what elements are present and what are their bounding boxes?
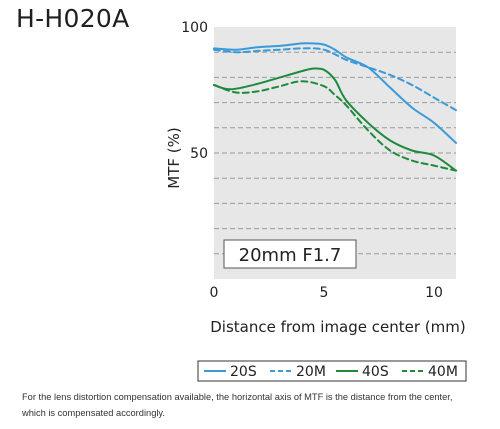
x-tick-labels: 0 5 10 [210, 285, 443, 301]
grid-lines [214, 51, 456, 255]
x-tick-label: 0 [210, 285, 219, 301]
legend: 20S 20M 40S 40M [204, 364, 458, 380]
series-line-20M [213, 47, 457, 112]
legend-label-40S: 40S [362, 364, 389, 380]
legend-box [197, 360, 467, 382]
plot-label-box [223, 239, 357, 269]
x-axis-label: Distance from image center (mm) [210, 318, 465, 336]
series-layer [213, 42, 457, 172]
footnote-line-1: For the lens distortion compensation ava… [22, 392, 453, 402]
y-tick-labels: 50 100 [181, 20, 208, 162]
footnote-line-2: which is compensated accordingly. [22, 408, 165, 418]
x-tick-label: 5 [320, 285, 329, 301]
lens-model-title: H-H020A [16, 4, 130, 33]
y-axis-label: MTF (%) [165, 127, 183, 188]
legend-label-20M: 20M [296, 364, 326, 380]
legend-label-40M: 40M [428, 364, 458, 380]
series-line-20S [213, 42, 457, 144]
y-tick-label: 100 [181, 20, 208, 36]
x-tick-label: 10 [425, 285, 443, 301]
footnote: For the lens distortion compensation ava… [22, 389, 492, 421]
y-tick-label: 50 [190, 146, 208, 162]
series-line-40M [213, 80, 457, 172]
plot-label: 20mm F1.7 [239, 245, 342, 266]
legend-label-20S: 20S [230, 364, 257, 380]
series-line-40S [213, 67, 457, 172]
